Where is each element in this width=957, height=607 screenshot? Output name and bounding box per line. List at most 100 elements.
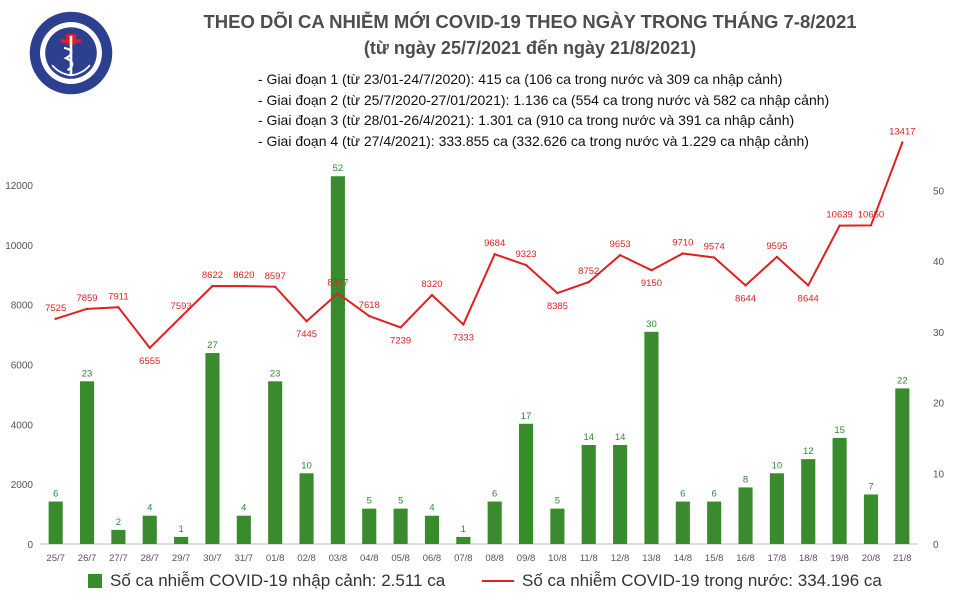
bar-imported: [236, 515, 251, 544]
bar-value-label: 10: [301, 460, 312, 471]
bar-imported: [581, 444, 596, 544]
x-tick-label: 10/8: [548, 553, 567, 564]
line-value-label: 7593: [171, 301, 192, 312]
line-value-label: 7445: [296, 329, 317, 340]
bar-imported: [456, 536, 471, 544]
x-tick-label: 16/8: [736, 553, 755, 564]
line-point: [430, 293, 434, 297]
x-tick-label: 26/7: [78, 553, 97, 564]
line-point: [744, 284, 747, 287]
x-tick-label: 17/8: [768, 553, 787, 564]
line-value-label: 8320: [421, 279, 442, 290]
phase-note-4: - Giai đoạn 4 (từ 27/4/2021): 333.855 ca…: [258, 132, 809, 149]
bar-imported: [48, 501, 63, 544]
line-value-label: 10639: [826, 210, 852, 221]
bar-imported: [675, 501, 690, 544]
x-tick-label: 01/8: [266, 553, 285, 564]
line-point: [242, 284, 246, 288]
line-point: [148, 346, 151, 350]
y-right-tick-label: 50: [933, 186, 945, 197]
x-tick-label: 14/8: [674, 553, 693, 564]
line-value-label: 9574: [704, 242, 725, 253]
line-value-label: 8620: [233, 270, 254, 281]
line-value-label: 6555: [139, 356, 160, 367]
line-point: [336, 292, 340, 295]
bar-value-label: 8: [743, 474, 748, 485]
x-tick-label: 20/8: [862, 553, 881, 564]
bar-value-label: 10: [772, 460, 783, 471]
line-point: [650, 269, 653, 272]
line-point: [493, 253, 496, 256]
bar-imported: [644, 331, 659, 544]
line-point: [211, 284, 214, 288]
ministry-of-health-logo: [29, 11, 113, 95]
line-value-label: 9684: [484, 238, 505, 249]
bar-imported: [550, 508, 565, 544]
bar-imported: [79, 381, 95, 544]
bar-value-label: 4: [429, 503, 434, 514]
legend-line-swatch: [482, 580, 514, 582]
x-tick-label: 02/8: [297, 553, 316, 564]
y-left-tick-label: 4000: [11, 420, 34, 431]
line-value-label: 8644: [735, 293, 756, 304]
legend-item-imported: Số ca nhiễm COVID-19 nhập cảnh: 2.511 ca: [88, 571, 445, 591]
line-point: [54, 317, 57, 321]
bar-imported: [769, 473, 784, 544]
line-point: [901, 141, 904, 144]
x-tick-label: 09/8: [517, 553, 536, 564]
x-tick-label: 30/7: [203, 553, 222, 564]
x-tick-label: 08/8: [485, 553, 504, 564]
bar-value-label: 12: [803, 446, 814, 457]
line-value-label: 9595: [766, 241, 787, 252]
bar-imported: [174, 536, 189, 544]
line-point: [273, 285, 277, 288]
x-tick-label: 27/7: [109, 553, 128, 564]
x-tick-label: 25/7: [46, 553, 65, 564]
x-tick-label: 06/8: [423, 553, 442, 564]
line-point: [117, 306, 120, 309]
line-point: [712, 256, 716, 259]
legend-item-domestic: Số ca nhiễm COVID-19 trong nước: 334.196…: [482, 571, 882, 591]
bar-value-label: 14: [583, 432, 594, 443]
x-tick-label: 05/8: [391, 553, 410, 564]
line-value-label: 10650: [858, 209, 884, 220]
bar-value-label: 30: [646, 319, 657, 330]
line-value-label: 8752: [578, 266, 599, 277]
line-point: [462, 323, 465, 326]
bar-value-label: 6: [680, 489, 685, 500]
bar-imported: [738, 487, 753, 544]
line-value-label: 8597: [265, 271, 286, 282]
y-left-tick-label: 6000: [11, 360, 34, 371]
legend-label-imported: Số ca nhiễm COVID-19 nhập cảnh: 2.511 ca: [110, 571, 446, 590]
bar-value-label: 52: [333, 163, 344, 174]
y-right-tick-label: 0: [933, 540, 939, 551]
line-value-label: 9653: [610, 239, 631, 250]
bar-imported: [393, 508, 408, 544]
line-point: [618, 253, 622, 257]
line-value-label: 9323: [515, 249, 536, 260]
bar-value-label: 22: [897, 375, 908, 386]
bar-imported: [111, 529, 126, 544]
bar-value-label: 6: [492, 489, 497, 500]
legend-label-domestic: Số ca nhiễm COVID-19 trong nước: 334.196…: [522, 571, 882, 590]
x-tick-label: 21/8: [893, 553, 912, 564]
bar-imported: [487, 501, 502, 544]
line-value-label: 8644: [798, 293, 819, 304]
phase-notes: - Giai đoạn 1 (từ 23/01-24/7/2020): 415 …: [258, 69, 918, 151]
chart-subtitle: (từ ngày 25/7/2021 đến ngày 21/8/2021): [363, 38, 697, 58]
bar-imported: [895, 388, 910, 544]
line-value-label: 7618: [359, 300, 380, 311]
bar-value-label: 5: [398, 496, 403, 507]
bar-value-label: 2: [116, 517, 121, 528]
bar-value-label: 14: [615, 432, 626, 443]
y-right-tick-label: 40: [933, 257, 945, 268]
line-point: [399, 326, 402, 329]
x-tick-label: 31/7: [235, 553, 254, 564]
line-point: [85, 307, 89, 311]
line-point: [838, 224, 841, 227]
bar-value-label: 27: [207, 340, 218, 351]
line-value-label: 7911: [108, 291, 128, 302]
bar-imported: [142, 515, 157, 544]
y-left-tick-label: 8000: [11, 301, 34, 312]
